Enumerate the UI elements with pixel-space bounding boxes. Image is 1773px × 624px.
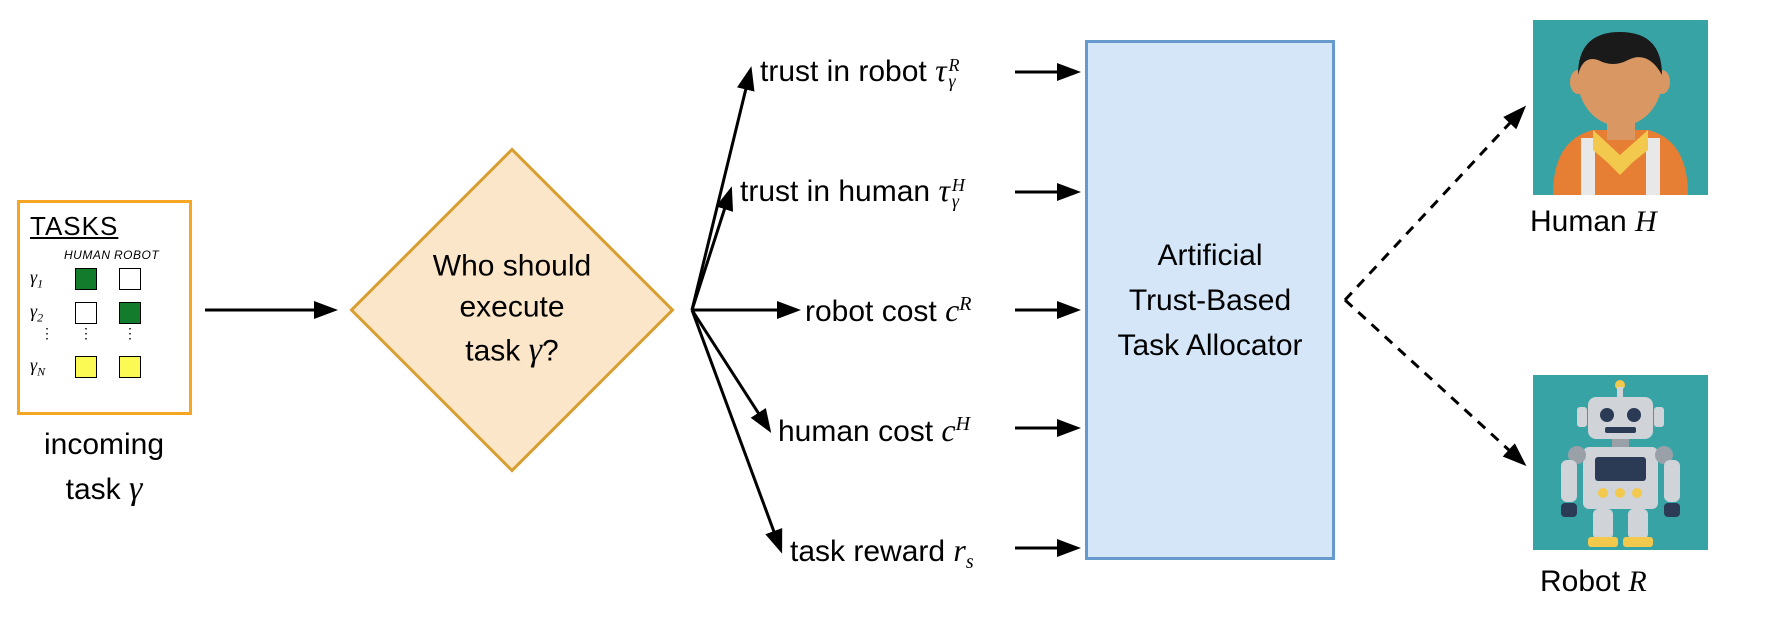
tasks-vdots: ⋮⋮⋮ [30, 330, 179, 350]
tasks-columns: HUMAN ROBOT [30, 248, 179, 262]
robot-symbol: R [1628, 565, 1646, 598]
factor-robot_cost: robot cost cR [805, 292, 972, 329]
human-label: Human H [1530, 205, 1657, 239]
alloc-l3: Task Allocator [1117, 329, 1302, 362]
tasks-square-human [75, 268, 97, 290]
alloc-l2: Trust-Based [1129, 284, 1291, 317]
decision-l1: Who should [433, 250, 591, 283]
diamond-text: Who should execute task γ? [387, 247, 637, 374]
tasks-title: TASKS [30, 211, 179, 242]
col-human: HUMAN [64, 248, 108, 262]
caption-line1: incoming [44, 428, 164, 461]
col-robot: ROBOT [114, 248, 158, 262]
tasks-row: γ1 [30, 262, 179, 296]
decision-l3s: ? [542, 335, 559, 368]
caption-line2-prefix: task [66, 473, 129, 506]
decision-l3p: task [465, 335, 528, 368]
decision-gamma: γ [529, 332, 542, 369]
factor-trust_human: trust in human τHγ [740, 172, 965, 209]
human-icon [1533, 20, 1708, 195]
robot-label: Robot R [1540, 565, 1647, 599]
tasks-caption: incoming task γ [25, 425, 183, 511]
factor-trust_robot: trust in robot τRγ [760, 52, 960, 89]
factor-task_reward: task reward rs [790, 532, 974, 574]
robot-icon [1533, 375, 1708, 550]
tasks-box: TASKS HUMAN ROBOT γ1 γ2 ⋮⋮⋮ γN [17, 200, 192, 415]
decision-l2: execute [459, 290, 564, 323]
tasks-square-robot [119, 356, 141, 378]
tasks-row-label: γN [30, 355, 64, 380]
factor-human_cost: human cost cH [778, 412, 970, 449]
human-label-prefix: Human [1530, 205, 1635, 238]
caption-gamma: γ [129, 470, 142, 507]
tasks-square-human [75, 356, 97, 378]
tasks-square-robot [119, 268, 141, 290]
tasks-row: γN [30, 350, 179, 384]
tasks-square-robot [119, 302, 141, 324]
allocator-box: Artificial Trust-Based Task Allocator [1085, 40, 1335, 560]
human-symbol: H [1635, 205, 1657, 238]
robot-label-prefix: Robot [1540, 565, 1628, 598]
tasks-row-label: γ2 [30, 301, 64, 326]
decision-diamond: Who should execute task γ? [332, 130, 692, 490]
tasks-row-label: γ1 [30, 267, 64, 292]
tasks-square-human [75, 302, 97, 324]
alloc-l1: Artificial [1157, 239, 1262, 272]
